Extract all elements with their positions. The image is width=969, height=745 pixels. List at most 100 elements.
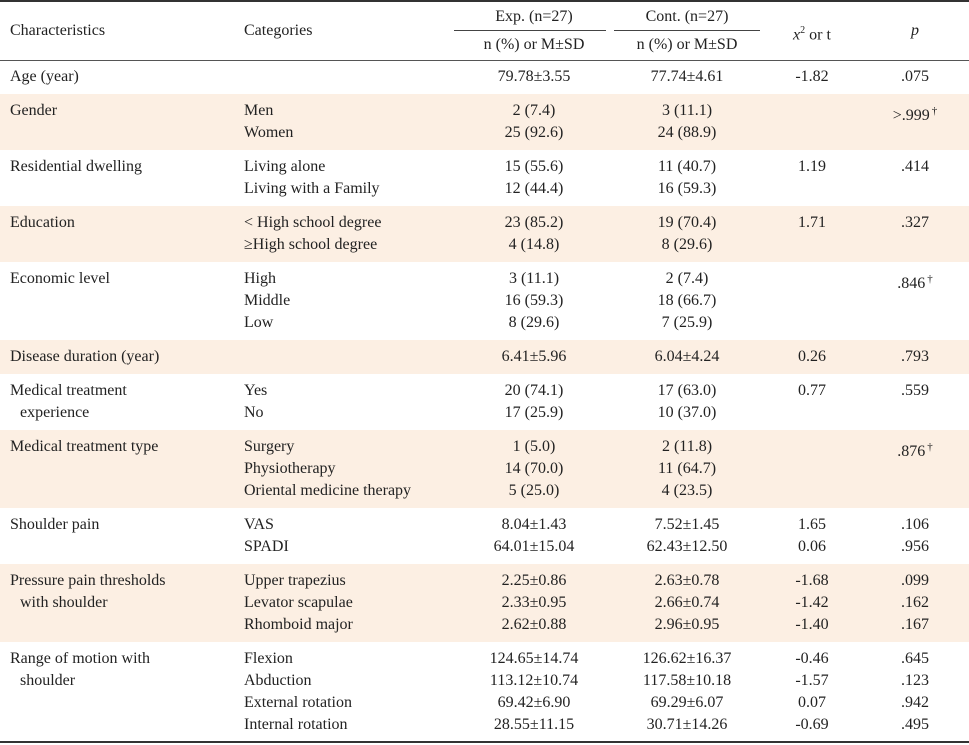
- row-category-line: Oriental medicine therapy: [244, 482, 412, 499]
- row-characteristic: Medical treatment experience: [10, 380, 235, 424]
- table-row: Pressure pain thresholds with shoulder Upp…: [0, 564, 969, 642]
- row-exp-value: 8.04±1.43 64.01±15.04: [454, 514, 614, 558]
- row-exp-value-line: 124.65±14.74: [489, 650, 579, 667]
- row-exp-value-line: 2.62±0.88: [501, 616, 567, 633]
- row-exp-value-line: 3 (11.1): [508, 270, 560, 287]
- row-characteristic-line: Range of motion with: [10, 650, 150, 667]
- row-category: VAS SPADI: [244, 514, 454, 558]
- row-stat-value-line: 1.71: [798, 214, 826, 231]
- row-category-line: Women: [244, 124, 294, 141]
- row-p-value: .876 †: [870, 436, 960, 460]
- row-characteristic-line: with shoulder: [20, 594, 108, 611]
- row-cont-value: 7.52±1.45 62.43±12.50: [612, 514, 762, 558]
- row-characteristic: Age (year): [10, 66, 235, 88]
- row-p-value-line: .106: [901, 516, 929, 533]
- header-exp-sub: n (%) or M±SD: [483, 36, 585, 53]
- row-characteristic-line: Gender: [10, 102, 58, 119]
- row-stat-value: -1.68 -1.42 -1.40: [772, 570, 852, 636]
- row-p-value-line: .793: [901, 348, 929, 365]
- header-stat-rest: or t: [805, 26, 831, 44]
- row-p-value: .645 .123 .942 .495: [870, 648, 960, 736]
- row-exp-value: 15 (55.6) 12 (44.4): [454, 156, 614, 200]
- table-row: Residential dwelling Living alone Living w…: [0, 150, 969, 206]
- row-cont-value-line: 6.04±4.24: [654, 348, 720, 365]
- row-cont-value: 2 (11.8) 11 (64.7) 4 (23.5): [612, 436, 762, 502]
- row-cont-value-line: 117.58±10.18: [642, 672, 732, 689]
- row-category-line: Surgery: [244, 438, 295, 455]
- row-category-line: Low: [244, 314, 274, 331]
- row-cont-value-line: 126.62±16.37: [642, 650, 732, 667]
- header-exp-group: Exp. (n=27): [495, 8, 573, 25]
- row-exp-value-line: 15 (55.6): [504, 158, 564, 175]
- row-cont-value: 3 (11.1) 24 (88.9): [612, 100, 762, 144]
- header-characteristics: Characteristics: [10, 22, 106, 39]
- row-exp-value: 3 (11.1) 16 (59.3) 8 (29.6): [454, 268, 614, 334]
- header-p: p: [911, 22, 919, 39]
- row-category: Yes No: [244, 380, 454, 424]
- row-stat-value-line: 0.07: [798, 694, 826, 711]
- header-stat-x: x: [793, 26, 801, 44]
- row-stat-value: [772, 436, 852, 458]
- row-cont-value-line: 24 (88.9): [657, 124, 717, 141]
- row-characteristic: Residential dwelling: [10, 156, 235, 178]
- row-category-line: Living alone: [244, 158, 326, 175]
- row-cont-value-line: 8 (29.6): [661, 236, 713, 253]
- row-cont-value-line: 2 (11.8): [661, 438, 713, 455]
- table-header: Characteristics Categories Exp. (n=27) C…: [0, 0, 969, 61]
- row-characteristic: Shoulder pain: [10, 514, 235, 536]
- row-category-line: Abduction: [244, 672, 312, 689]
- row-p-value-line: .162: [901, 594, 929, 611]
- row-cont-value-line: 19 (70.4): [657, 214, 717, 231]
- row-category-line: Middle: [244, 292, 291, 309]
- row-cont-value: 2 (7.4) 18 (66.7) 7 (25.9): [612, 268, 762, 334]
- row-category-line: ≥High school degree: [244, 236, 378, 253]
- row-exp-value: 79.78±3.55: [454, 66, 614, 88]
- row-stat-value-line: 1.19: [798, 158, 826, 175]
- dagger-mark: †: [931, 105, 938, 117]
- row-stat-value-line: -1.57: [795, 672, 829, 689]
- row-characteristic-line: Age (year): [10, 68, 79, 85]
- row-category: [244, 346, 454, 368]
- row-cont-value-line: 2 (7.4): [665, 270, 709, 287]
- row-p-value-line: .495: [901, 716, 929, 733]
- row-stat-value: -1.82: [772, 66, 852, 88]
- row-category: [244, 66, 454, 88]
- row-characteristic-line: Medical treatment type: [10, 438, 159, 455]
- row-characteristic-line: Medical treatment: [10, 382, 127, 399]
- row-stat-value-line: 0.26: [798, 348, 826, 365]
- row-p-value-line: .123: [901, 672, 929, 689]
- row-exp-value-line: 1 (5.0): [512, 438, 556, 455]
- row-exp-value-line: 14 (70.0): [504, 460, 564, 477]
- row-exp-value-line: 16 (59.3): [504, 292, 564, 309]
- row-p-value-line: .645: [901, 650, 929, 667]
- table-row: Range of motion with shoulder Flexion Abduc…: [0, 642, 969, 742]
- row-exp-value-line: 20 (74.1): [504, 382, 564, 399]
- row-cont-value-line: 3 (11.1): [661, 102, 713, 119]
- row-p-value: .099 .162 .167: [870, 570, 960, 636]
- row-stat-value: 1.19: [772, 156, 852, 178]
- table-row: Gender Men Women 2 (7.4) 25 (92.6) 3 (11.1) 24…: [0, 94, 969, 150]
- row-cont-value: 11 (40.7) 16 (59.3): [612, 156, 762, 200]
- row-characteristic: Economic level: [10, 268, 235, 290]
- row-exp-value-line: 23 (85.2): [504, 214, 564, 231]
- row-p-value-line: .167: [901, 616, 929, 633]
- table-row: Medical treatment experience Yes No 20 (74.1…: [0, 374, 969, 430]
- row-category-line: External rotation: [244, 694, 352, 711]
- row-stat-value-line: -1.40: [795, 616, 829, 633]
- cont-group-rule: [614, 30, 760, 31]
- row-category: Living alone Living with a Family: [244, 156, 454, 200]
- row-category-line: VAS: [244, 516, 274, 533]
- row-stat-value-line: -0.46: [795, 650, 829, 667]
- row-category: < High school degree ≥High school degree: [244, 212, 454, 256]
- row-characteristic: Range of motion with shoulder: [10, 648, 235, 692]
- row-cont-value-line: 30.71±14.26: [646, 716, 728, 733]
- row-p-value: .106 .956: [870, 514, 960, 558]
- row-characteristic: Pressure pain thresholds with shoulder: [10, 570, 235, 614]
- row-p-value: .075: [870, 66, 960, 88]
- row-category-line: Yes: [244, 382, 268, 399]
- row-p-value: .327: [870, 212, 960, 234]
- row-exp-value: 6.41±5.96: [454, 346, 614, 368]
- row-exp-value-line: 69.42±6.90: [497, 694, 571, 711]
- row-p-value-line: .075: [901, 68, 929, 85]
- row-stat-value-line: -1.42: [795, 594, 829, 611]
